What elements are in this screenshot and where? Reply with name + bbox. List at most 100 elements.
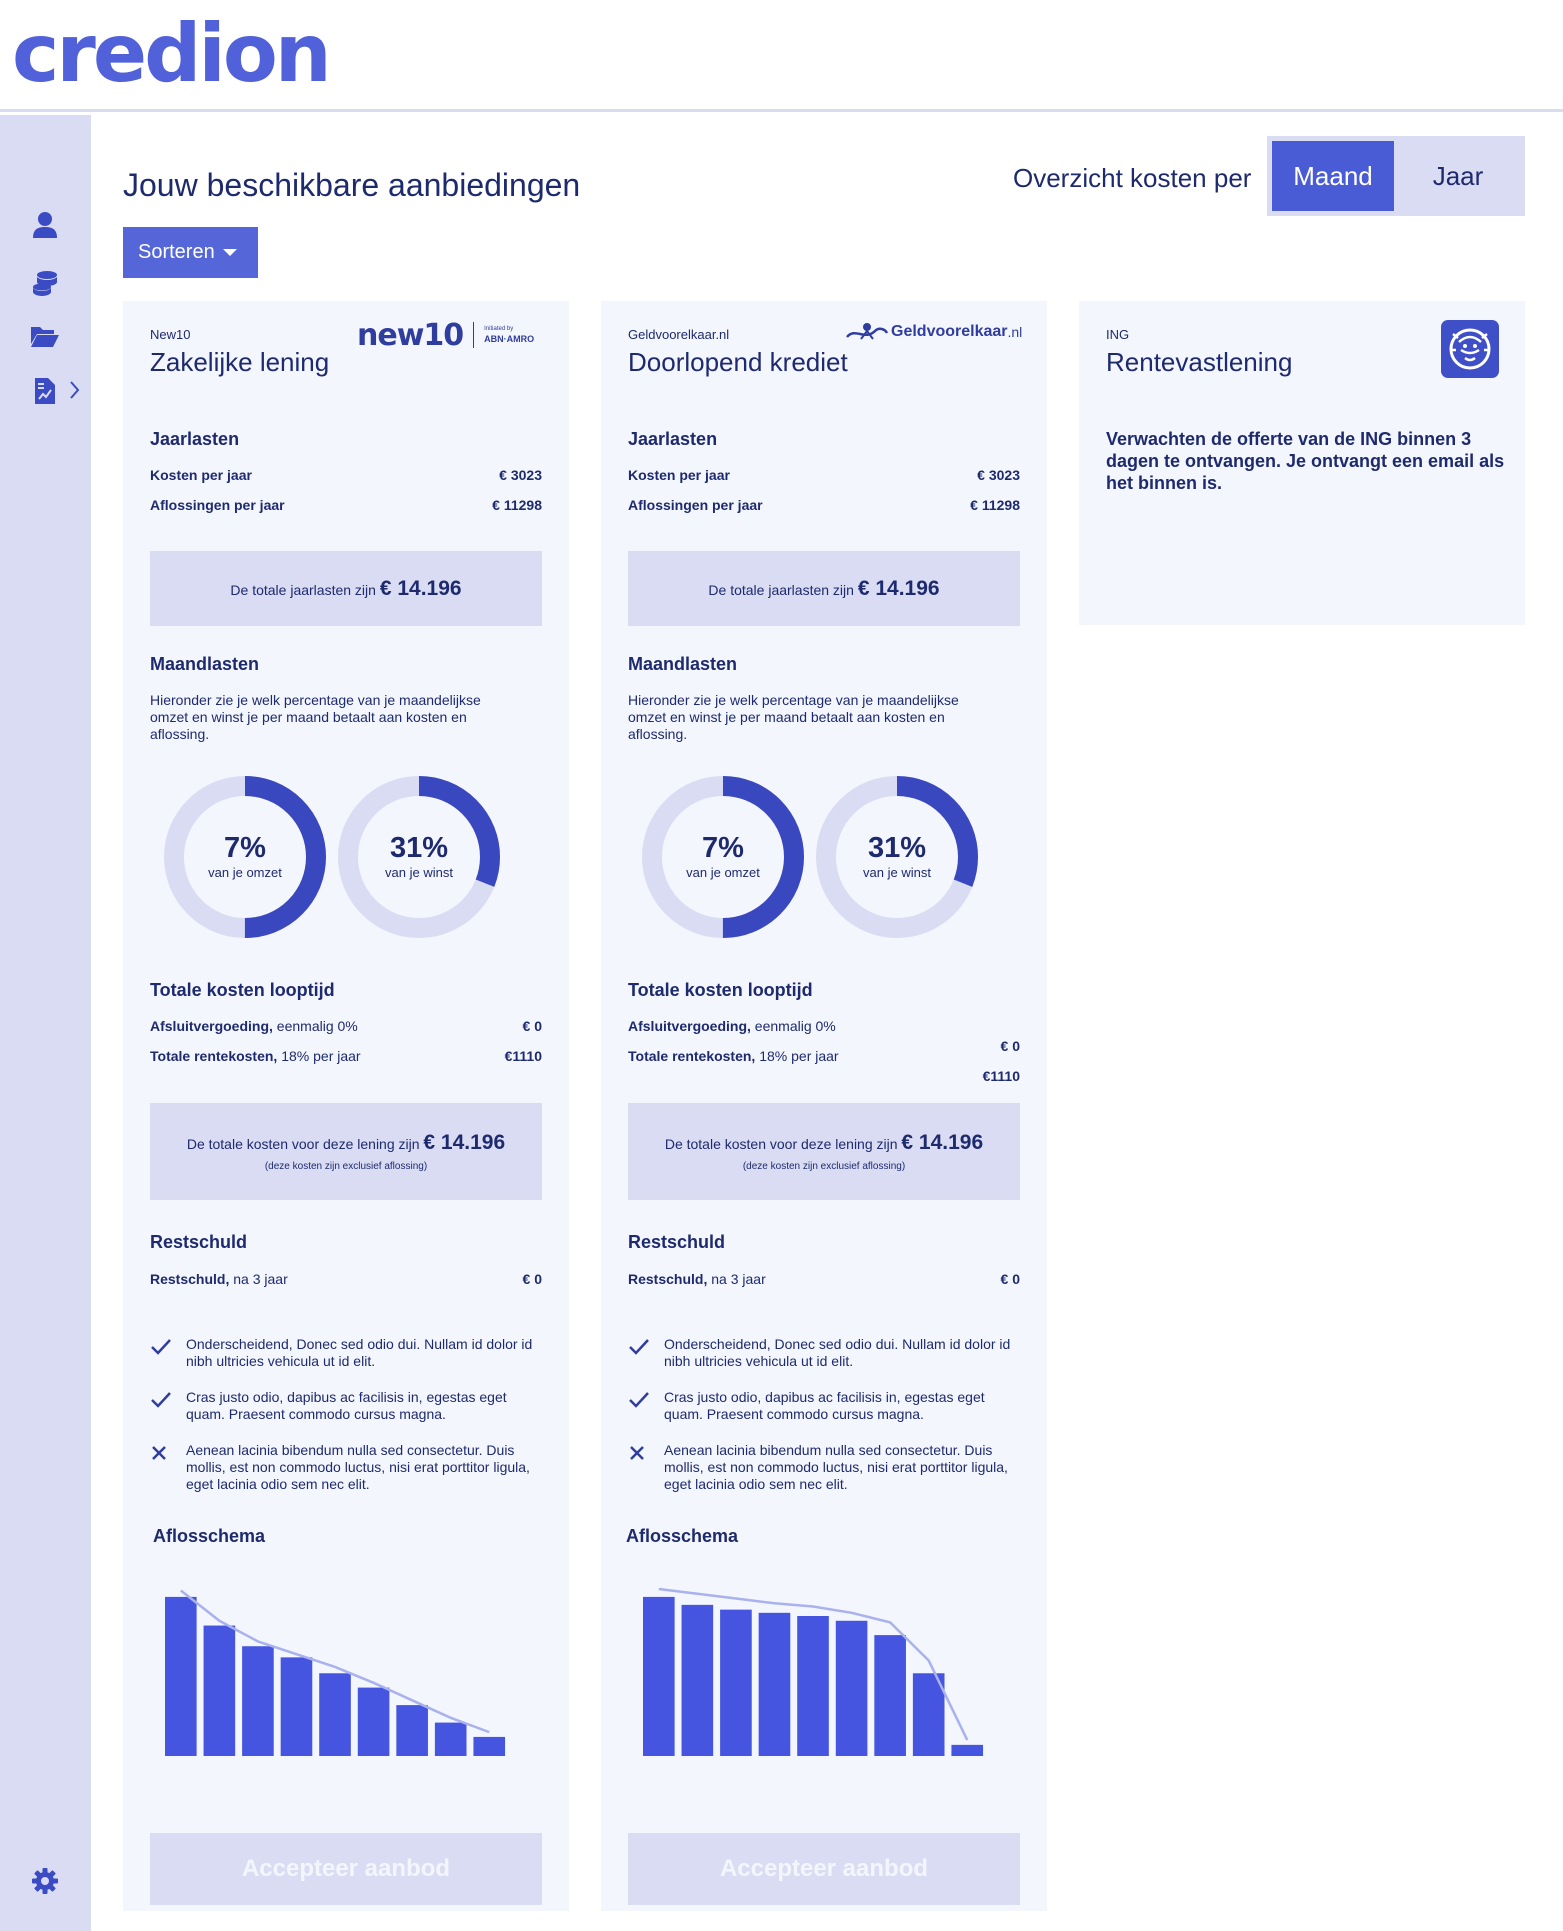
sidebar [0,115,91,1931]
donut-arc [164,776,326,938]
credion-logo[interactable]: credion [12,7,332,100]
check-icon [150,1336,186,1370]
total-cost-title: Totale kosten looptijd [150,980,335,1000]
caret-down-icon [222,249,237,256]
chart-bar [396,1705,428,1756]
check-icon [628,1336,664,1370]
repay-per-year-row: Aflossingen per jaar € 11298 [628,497,1020,513]
toggle-month-button[interactable]: Maand [1272,141,1394,211]
offer-card-ing: ING Rentevastlening Verwachten de offert… [1079,301,1525,625]
check-icon [628,1389,664,1423]
cross-icon [150,1442,186,1493]
cost-period-label: Overzicht kosten per [1013,163,1252,193]
repay-per-year-row: Aflossingen per jaar € 11298 [150,497,542,513]
document-chart-icon[interactable] [28,374,62,408]
chart-bar [203,1625,236,1756]
monthly-title: Maandlasten [150,654,260,674]
chart-bar [242,1646,274,1756]
cost-per-year-row: Kosten per jaar € 3023 [150,467,542,483]
user-icon[interactable] [28,208,62,242]
offer-card-geldvoorelkaar: Geldvoorelkaar.nl Doorlopend krediet Gel… [601,301,1047,1911]
provider-name: Geldvoorelkaar.nl [628,327,730,342]
chart-bar [912,1673,945,1756]
product-name: Doorlopend krediet [628,347,848,377]
chart-bar [720,1609,752,1756]
chart-bar [951,1744,984,1756]
rider-icon [846,323,889,340]
donut-revenue: 7% van je omzet [641,775,805,939]
cost-period-toggle: Maand Jaar [1267,136,1525,216]
feature-item: Onderscheidend, Donec sed odio dui. Null… [150,1336,545,1370]
donut-profit: 31% van je winst [815,775,979,939]
interest-value: €1110 [982,1068,1020,1084]
accept-offer-button[interactable]: Accepteer aanbod [628,1833,1020,1905]
ing-pending-message: Verwachten de offerte van de ING binnen … [1106,429,1505,493]
top-bar: credion [0,0,1563,112]
interest-row: Totale rentekosten, 18% per jaar [628,1048,839,1064]
cost-per-year-row: Kosten per jaar € 3023 [628,467,1020,483]
folder-open-icon[interactable] [28,319,62,353]
sort-label: Sorteren [138,241,215,263]
yearly-title: Jaarlasten [628,429,718,449]
closing-fee-value: € 0 [1000,1038,1020,1054]
repayment-chart [150,1571,542,1771]
toggle-year-button[interactable]: Jaar [1432,160,1484,191]
total-cost-box: De totale kosten voor deze lening zijn €… [628,1103,1020,1200]
yearly-title: Jaarlasten [150,429,240,449]
closing-fee-row: Afsluitvergoeding, eenmalig 0% € 0 [150,1018,542,1034]
gear-icon[interactable] [28,1864,62,1898]
schedule-title: Aflosschema [153,1526,266,1546]
chart-bar [473,1736,506,1756]
main-content: Jouw beschikbare aanbiedingen Overzicht … [91,115,1563,1931]
product-name: Zakelijke lening [150,347,330,377]
provider-name: ING [1106,327,1130,342]
donut-arc [642,776,804,938]
geldvoorelkaar-logo: Geldvoorelkaar .nl [845,317,1035,347]
feature-item: Onderscheidend, Donec sed odio dui. Null… [628,1336,1023,1370]
chart-bar [434,1722,467,1756]
page-title: Jouw beschikbare aanbiedingen [123,167,581,203]
chart-bar [874,1635,906,1756]
chart-bar [357,1687,390,1756]
total-yearly-box: De totale jaarlasten zijn € 14.196 [628,551,1020,626]
donut-arc [338,776,500,938]
chart-trend-line [658,1587,969,1741]
donut-arc [816,776,978,938]
lion-icon [1441,320,1499,378]
feature-item: Aenean lacinia bibendum nulla sed consec… [150,1442,545,1493]
chart-bar [319,1673,351,1756]
rest-row: Restschuld, na 3 jaar € 0 [150,1271,542,1287]
rest-title: Restschuld [150,1232,248,1252]
sort-button[interactable]: Sorteren [123,227,258,278]
schedule-title: Aflosschema [626,1526,739,1546]
rest-row: Restschuld, na 3 jaar € 0 [628,1271,1020,1287]
chart-bar [758,1612,791,1756]
feature-item: Cras justo odio, dapibus ac facilisis in… [628,1389,1023,1423]
accept-offer-button[interactable]: Accepteer aanbod [150,1833,542,1905]
offer-card-new10: New10 Zakelijke lening new10 Initiated b… [123,301,569,1911]
monthly-description: Hieronder zie je welk percentage van je … [628,692,959,742]
interest-row: Totale rentekosten, 18% per jaar €1110 [150,1048,542,1064]
product-name: Rentevastlening [1106,347,1293,377]
total-cost-box: De totale kosten voor deze lening zijn €… [150,1103,542,1200]
cross-icon [628,1442,664,1493]
total-cost-title: Totale kosten looptijd [628,980,813,1000]
closing-fee-row: Afsluitvergoeding, eenmalig 0% [628,1018,836,1034]
feature-item: Aenean lacinia bibendum nulla sed consec… [628,1442,1023,1493]
total-yearly-box: De totale jaarlasten zijn € 14.196 [150,551,542,626]
chart-trend-line [180,1589,490,1734]
monthly-title: Maandlasten [628,654,738,674]
new10-logo: new10 Initiated by ABN·AMRO [357,317,535,353]
chart-bar [835,1620,868,1756]
chart-bar [165,1596,197,1756]
provider-name: New10 [150,327,191,342]
chart-bar [681,1604,714,1756]
check-icon [150,1389,186,1423]
chevron-right-icon[interactable] [68,379,86,403]
rest-title: Restschuld [628,1232,726,1252]
coins-icon[interactable] [28,266,62,300]
chart-bar [643,1596,675,1756]
chart-bar [280,1657,313,1756]
donut-profit: 31% van je winst [337,775,501,939]
repayment-chart [628,1571,1020,1771]
